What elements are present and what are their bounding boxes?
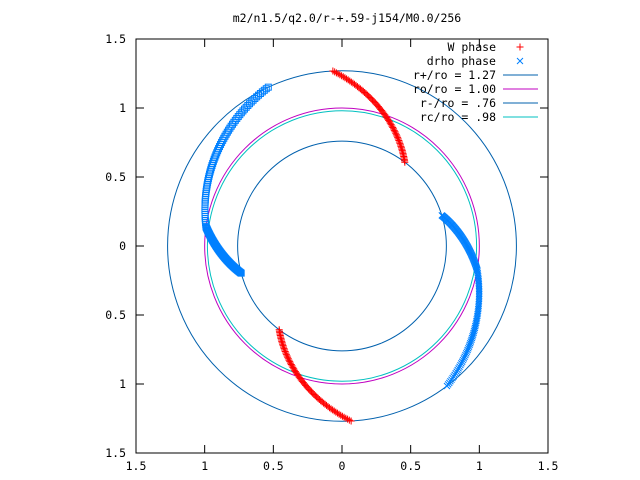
phase-square-point [201, 198, 209, 206]
circle-r-1 [204, 107, 480, 385]
w-phase-point [329, 67, 337, 75]
w-phase-point [385, 118, 393, 126]
phase-square-point [201, 211, 209, 219]
w-phase-point [342, 414, 350, 422]
x-tick-label: 0.5 [400, 459, 421, 473]
w-phase-point [391, 128, 399, 136]
legend-label: W phase [448, 40, 497, 54]
drho-phase-point [458, 358, 466, 366]
legend-marker [516, 43, 524, 51]
legend-marker [516, 57, 524, 65]
legend-label: drho phase [427, 54, 496, 68]
w-phase-point [344, 415, 352, 423]
w-phase-point [281, 346, 289, 354]
w-phase-point [392, 131, 400, 139]
drho-phase-point [460, 355, 468, 362]
legend-label: ro/ro = 1.00 [413, 82, 496, 96]
x-tick-label: 1 [476, 459, 483, 473]
w-phase-point [392, 129, 400, 137]
w-phase-point [396, 139, 404, 147]
w-phase-point [283, 352, 291, 360]
y-tick-label: 1.5 [105, 446, 126, 460]
x-tick-label: 1.5 [126, 459, 147, 473]
w-phase-point [288, 362, 296, 370]
w-phase-point [347, 417, 355, 425]
w-phase-point [389, 123, 397, 131]
w-phase-point [284, 353, 292, 361]
w-phase-point [388, 122, 396, 130]
x-tick-label: 0 [339, 459, 346, 473]
y-tick-label: 1 [119, 101, 126, 115]
w-phase-point [395, 138, 403, 146]
circle-r-1-27 [167, 70, 517, 422]
phase-square-point [201, 204, 209, 212]
phase-square-point [201, 208, 209, 216]
reference-circles [167, 70, 517, 422]
drho-phase-point [464, 344, 472, 352]
phase-square-point [201, 206, 209, 214]
y-tick-label: 1 [119, 377, 126, 391]
w-phase-point [286, 359, 294, 367]
w-phase-point [395, 137, 403, 145]
w-phase-point [287, 361, 295, 369]
w-phase-point [390, 125, 398, 133]
y-tick-label: 1.5 [105, 32, 126, 46]
phase-points [201, 67, 483, 425]
drho-phase-point [465, 343, 473, 350]
phase-square-point [201, 202, 209, 210]
phase-square-point [201, 200, 209, 208]
y-tick-label: 0.5 [105, 170, 126, 184]
drho-phase-point [462, 351, 469, 359]
w-phase-point [281, 347, 289, 355]
phase-square-point [225, 126, 233, 134]
phase-square-point [223, 128, 231, 136]
w-phase-point [345, 416, 353, 424]
legend-label: rc/ro = .98 [420, 110, 496, 124]
legend-label: r-/ro = .76 [420, 96, 496, 110]
drho-phase-point [443, 382, 451, 390]
x-tick-label: 1 [201, 459, 208, 473]
y-tick-label: 0 [119, 239, 126, 253]
w-phase-point [331, 68, 339, 76]
legend-label: r+/ro = 1.27 [413, 68, 496, 82]
w-phase-point [386, 119, 394, 127]
drho-phase-point [459, 356, 467, 364]
circle-r-0-98 [206, 110, 478, 382]
phase-square-point [237, 269, 245, 277]
w-phase-point [282, 350, 290, 358]
drho-phase-point [457, 361, 464, 369]
drho-phase-point [466, 341, 473, 349]
drho-phase-point [456, 363, 463, 371]
x-tick-label: 0.5 [263, 459, 284, 473]
w-phase-point [282, 349, 290, 357]
drho-phase-point [462, 350, 470, 357]
w-phase-point [284, 355, 292, 363]
w-phase-point [401, 158, 409, 166]
phase-square-point [201, 196, 209, 204]
axis-ticks: 1.5 1 0.5 0 0.5 1 1.51.510.500.511.5 [105, 32, 558, 473]
w-phase-point [394, 135, 402, 143]
drho-phase-point [457, 360, 465, 367]
w-phase-point [285, 356, 293, 364]
drho-phase-point [464, 346, 471, 354]
chart-title: m2/n1.5/q2.0/r-+.59-j154/M0.0/256 [233, 11, 462, 25]
drho-phase-point [461, 353, 468, 361]
y-tick-label: 0.5 [105, 308, 126, 322]
w-phase-point [280, 343, 288, 351]
w-phase-point [289, 363, 297, 371]
w-phase-point [286, 358, 294, 366]
w-phase-point [394, 134, 402, 142]
w-phase-point [280, 345, 288, 353]
w-phase-point [387, 121, 395, 129]
drho-phase-point [463, 348, 471, 356]
w-phase-point [393, 132, 401, 140]
w-phase-point [390, 126, 398, 134]
x-tick-label: 1.5 [538, 459, 559, 473]
circle-r-0-76 [237, 140, 447, 352]
